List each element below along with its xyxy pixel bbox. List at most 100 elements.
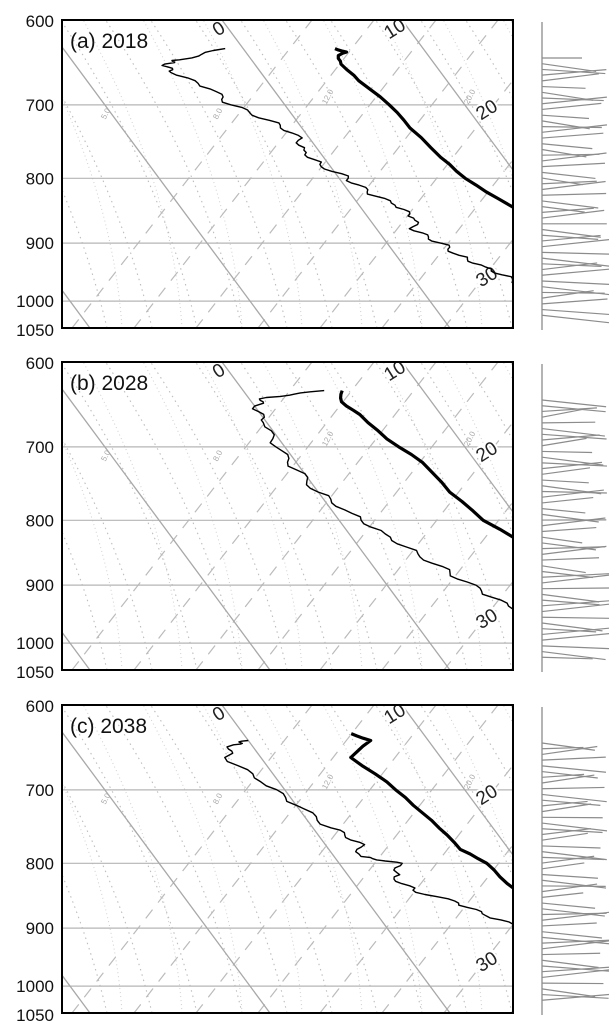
mixing-ratio-line bbox=[133, 705, 375, 1013]
y-tick-label: 600 bbox=[26, 697, 54, 716]
wind-barb bbox=[541, 489, 604, 498]
moist-adiabat bbox=[552, 685, 609, 1013]
wind-profile bbox=[541, 364, 609, 672]
dry-adiabat bbox=[104, 705, 243, 1013]
wind-barb bbox=[541, 69, 607, 76]
isotherm-label: 0 bbox=[209, 703, 229, 726]
wind-barb bbox=[541, 793, 607, 803]
wind-barb bbox=[541, 627, 609, 636]
mixing-ratio-line bbox=[133, 362, 375, 670]
wind-barb bbox=[541, 656, 593, 660]
wind-barb bbox=[541, 593, 600, 603]
mixing-ratio-line bbox=[195, 705, 437, 1013]
dry-adiabat bbox=[62, 325, 63, 328]
wind-barb bbox=[541, 774, 595, 784]
dry-adiabat bbox=[284, 20, 423, 328]
y-tick-label: 1050 bbox=[16, 1006, 54, 1024]
dry-adiabat bbox=[374, 362, 513, 670]
wind-barb bbox=[541, 746, 584, 750]
dry-adiabat bbox=[62, 667, 63, 670]
dry-adiabat bbox=[374, 20, 513, 328]
wind-barb bbox=[541, 845, 601, 849]
wind-barb bbox=[541, 803, 592, 813]
isotherm bbox=[401, 705, 513, 857]
wind-barb bbox=[541, 993, 609, 999]
wind-barb bbox=[541, 298, 608, 305]
wind-barb bbox=[541, 308, 609, 316]
y-tick-label: 1050 bbox=[16, 663, 54, 682]
mixing-ratio-label: 12.0 bbox=[320, 87, 336, 105]
wind-barb bbox=[541, 126, 602, 129]
background-lines bbox=[0, 0, 513, 328]
dry-adiabat bbox=[0, 0, 17, 328]
mixing-ratio-line bbox=[257, 20, 499, 328]
wind-barb bbox=[541, 280, 609, 285]
wind-barb bbox=[541, 988, 596, 998]
wind-barb bbox=[541, 314, 609, 324]
wind-barb bbox=[541, 97, 604, 102]
mixing-ratio-line bbox=[381, 158, 513, 328]
moist-adiabat bbox=[202, 362, 303, 670]
wind-barb bbox=[541, 603, 609, 613]
dry-adiabat bbox=[194, 705, 333, 1013]
wind-barb bbox=[541, 557, 600, 561]
wind-barb bbox=[541, 513, 599, 523]
wind-barb bbox=[541, 421, 596, 424]
wind-barb bbox=[541, 206, 585, 213]
y-tick-label: 900 bbox=[26, 576, 54, 595]
mixing-ratio-label: 5.0 bbox=[99, 791, 112, 806]
wind-barb bbox=[541, 405, 606, 413]
mixing-ratio-line bbox=[381, 843, 513, 1013]
sounding bbox=[224, 732, 513, 927]
mixing-ratio-line bbox=[133, 20, 375, 328]
isotherm-label: 0 bbox=[209, 18, 229, 41]
y-tick-label: 600 bbox=[26, 12, 54, 31]
mixing-ratio-label: 5.0 bbox=[99, 106, 112, 121]
moist-adiabat bbox=[382, 705, 483, 1013]
wind-barb bbox=[541, 940, 609, 950]
background-lines bbox=[62, 362, 513, 670]
mixing-ratio-label: 5.0 bbox=[99, 448, 112, 463]
wind-barb bbox=[541, 773, 585, 778]
wind-barb bbox=[541, 616, 609, 619]
mixing-ratio-line bbox=[195, 362, 437, 670]
wind-barb bbox=[541, 467, 591, 475]
dry-adiabat bbox=[149, 705, 288, 1013]
wind-barb bbox=[541, 902, 596, 909]
wind-barb bbox=[541, 908, 605, 917]
plot-frame bbox=[61, 361, 514, 671]
wind-barb bbox=[541, 952, 601, 956]
dry-adiabat bbox=[149, 20, 288, 328]
dry-adiabat bbox=[62, 95, 153, 328]
dry-adiabat bbox=[419, 705, 513, 879]
wind-barb bbox=[541, 574, 609, 584]
mixing-ratio-label: 20.0 bbox=[462, 87, 478, 105]
wind-barb bbox=[541, 765, 607, 773]
sounding bbox=[251, 389, 513, 611]
mixing-ratio-line bbox=[195, 20, 437, 328]
wind-barb bbox=[541, 832, 588, 841]
wind-barb bbox=[541, 633, 609, 641]
mixing-ratio-line bbox=[71, 20, 313, 328]
wind-barb bbox=[541, 873, 598, 879]
wind-barb bbox=[541, 862, 585, 870]
wind-barb bbox=[541, 855, 595, 864]
wind-barb bbox=[541, 786, 605, 790]
wind-barb bbox=[541, 570, 593, 579]
y-tick-label: 1000 bbox=[16, 292, 54, 311]
dewpoint-profile bbox=[224, 739, 513, 927]
isotherm bbox=[221, 362, 451, 670]
moist-adiabat bbox=[262, 362, 363, 670]
dry-adiabat bbox=[62, 437, 153, 670]
wind-barb bbox=[541, 536, 583, 544]
dry-adiabat bbox=[194, 362, 333, 670]
dry-adiabat bbox=[329, 362, 468, 670]
wind-barb bbox=[541, 209, 605, 219]
wind-barb bbox=[541, 931, 603, 939]
wind-barb bbox=[541, 434, 600, 441]
wind-barb bbox=[541, 959, 599, 969]
dewpoint-profile bbox=[251, 389, 513, 611]
wind-barb bbox=[541, 800, 588, 807]
isotherm-label: 30 bbox=[473, 948, 502, 977]
